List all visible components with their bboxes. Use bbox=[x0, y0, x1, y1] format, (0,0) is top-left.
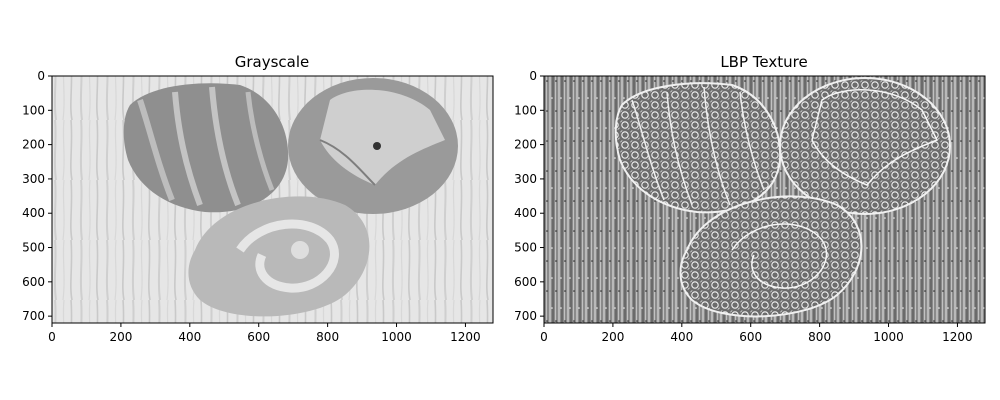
grayscale-x-tick-label: 600 bbox=[247, 330, 270, 344]
lbp-y-tick-label: 300 bbox=[514, 172, 537, 186]
grayscale-y-tick-label: 500 bbox=[22, 241, 45, 255]
grayscale-y-tick-label: 600 bbox=[22, 275, 45, 289]
lbp-panel: 0 200 400 600 800 1000 1200 0 100 200 300 400 500 600… bbox=[514, 53, 986, 344]
lbp-y-tick-label: 0 bbox=[529, 69, 537, 83]
lbp-image bbox=[544, 76, 985, 323]
lbp-x-tick-label: 600 bbox=[739, 330, 762, 344]
lbp-y-tick-label: 400 bbox=[514, 206, 537, 220]
grayscale-x-tick-label: 400 bbox=[178, 330, 201, 344]
grayscale-axes: 0 200 400 600 800 1000 1200 0 100 200 300 400 500 600… bbox=[22, 69, 481, 344]
lbp-x-tick-label: 200 bbox=[601, 330, 624, 344]
grayscale-y-tick-label: 0 bbox=[37, 69, 45, 83]
lbp-x-tick-label: 800 bbox=[808, 330, 831, 344]
grayscale-x-tick-label: 1200 bbox=[450, 330, 481, 344]
lbp-x-tick-label: 1000 bbox=[873, 330, 904, 344]
lbp-y-tick-label: 500 bbox=[514, 241, 537, 255]
lbp-axes: 0 200 400 600 800 1000 1200 0 100 200 300 400 500 600… bbox=[514, 69, 973, 344]
lbp-y-tick-label: 600 bbox=[514, 275, 537, 289]
lbp-x-tick-label: 1200 bbox=[942, 330, 973, 344]
lbp-title: LBP Texture bbox=[720, 53, 807, 71]
lbp-x-tick-label: 400 bbox=[670, 330, 693, 344]
lbp-y-tick-label: 700 bbox=[514, 309, 537, 323]
grayscale-y-tick-label: 300 bbox=[22, 172, 45, 186]
lbp-axes-frame bbox=[543, 75, 986, 324]
grayscale-y-tick-label: 400 bbox=[22, 206, 45, 220]
lbp-y-tick-label: 100 bbox=[514, 103, 537, 117]
grayscale-x-tick-label: 200 bbox=[109, 330, 132, 344]
grayscale-panel: 0 200 400 600 800 1000 1200 0 100 200 300 400 500 600… bbox=[22, 53, 494, 344]
lbp-y-tick-label: 200 bbox=[514, 138, 537, 152]
grayscale-y-tick-label: 100 bbox=[22, 103, 45, 117]
grayscale-y-tick-label: 700 bbox=[22, 309, 45, 323]
grayscale-x-tick-label: 0 bbox=[48, 330, 56, 344]
grayscale-axes-frame bbox=[51, 75, 494, 324]
grayscale-y-tick-label: 200 bbox=[22, 138, 45, 152]
lbp-x-tick-label: 0 bbox=[540, 330, 548, 344]
grayscale-image bbox=[52, 76, 493, 323]
grayscale-title: Grayscale bbox=[235, 53, 310, 71]
grayscale-x-tick-label: 800 bbox=[316, 330, 339, 344]
grayscale-x-tick-label: 1000 bbox=[381, 330, 412, 344]
